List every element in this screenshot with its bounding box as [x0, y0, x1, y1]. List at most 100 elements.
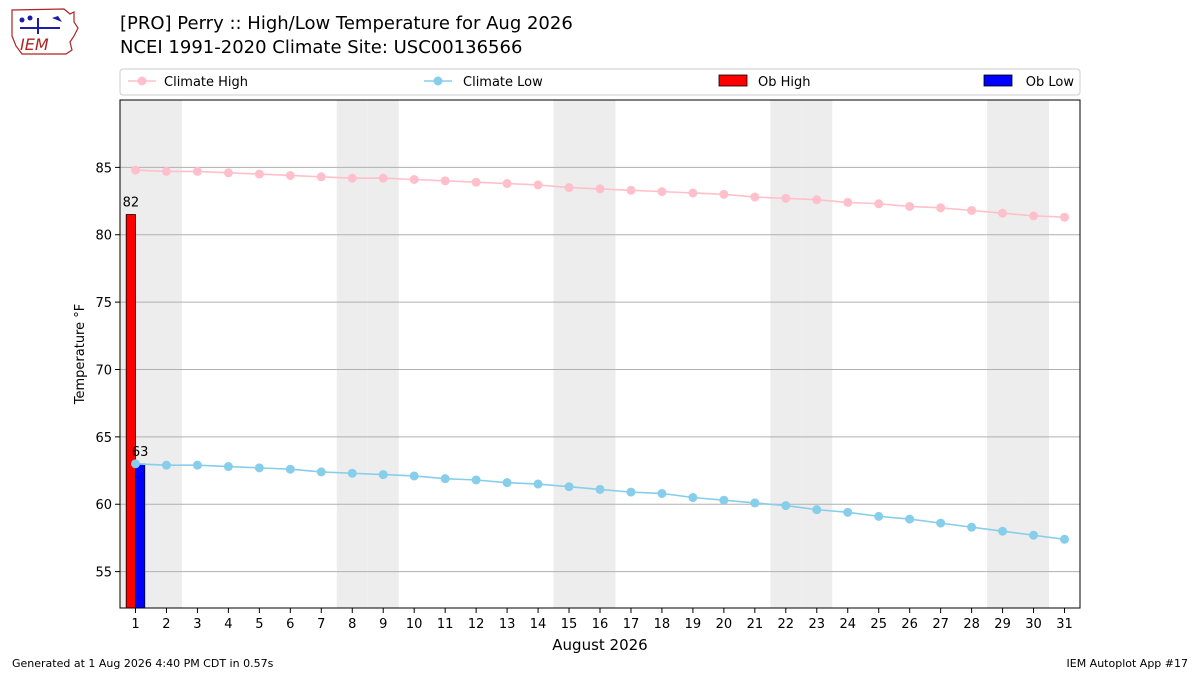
- climate-low-point: [378, 470, 388, 480]
- climate-low-point: [316, 467, 326, 477]
- legend-ob-high-swatch-icon: [718, 74, 748, 87]
- climate-high-point: [998, 208, 1008, 218]
- y-tick-label: 80: [95, 229, 112, 244]
- legend-climate-high-marker-icon: [137, 76, 147, 86]
- x-axis-label: August 2026: [552, 636, 647, 654]
- climate-low-point: [719, 495, 729, 505]
- climate-high-point: [409, 175, 419, 185]
- climate-high-point: [967, 205, 977, 215]
- climate-high-point: [192, 166, 202, 176]
- climate-low-point: [626, 487, 636, 497]
- y-tick-label: 70: [95, 363, 112, 378]
- x-tick-label: 12: [468, 617, 485, 632]
- legend: Climate High Climate Low Ob High Ob Low: [119, 68, 1081, 96]
- climate-low-point: [471, 475, 481, 485]
- x-tick-label: 18: [654, 617, 671, 632]
- climate-low-point: [595, 484, 605, 494]
- climate-high-point: [347, 173, 357, 183]
- x-tick-label: 3: [193, 617, 201, 632]
- legend-climate-high-label: Climate High: [164, 75, 248, 90]
- climate-high-point: [688, 188, 698, 198]
- x-tick-label: 30: [1025, 617, 1042, 632]
- x-tick-label: 10: [406, 617, 423, 632]
- x-tick-label: 11: [437, 617, 454, 632]
- climate-low-point: [781, 501, 791, 511]
- weekend-band: [770, 100, 802, 608]
- climate-low-point: [223, 462, 233, 472]
- climate-high-point: [812, 195, 822, 205]
- climate-high-point: [564, 183, 574, 193]
- climate-high-point: [223, 168, 233, 178]
- legend-climate-low-label: Climate Low: [463, 75, 543, 90]
- x-tick-label: 7: [317, 617, 325, 632]
- climate-high-point: [378, 173, 388, 183]
- x-tick-label: 24: [839, 617, 856, 632]
- iem-logo: IEM: [8, 6, 82, 62]
- x-tick-label: 2: [162, 617, 170, 632]
- x-tick-label: 23: [809, 617, 826, 632]
- x-tick-label: 28: [963, 617, 980, 632]
- weekend-band: [987, 100, 1019, 608]
- legend-climate-low-marker-icon: [433, 76, 443, 86]
- x-tick-label: 31: [1056, 617, 1073, 632]
- weekend-band: [1018, 100, 1050, 608]
- logo-text: IEM: [20, 35, 49, 54]
- iem-logo-graphic: IEM: [11, 8, 79, 55]
- climate-low-point: [285, 464, 295, 474]
- climate-low-point: [936, 518, 946, 528]
- climate-low-point: [130, 459, 140, 469]
- x-tick-label: 17: [623, 617, 640, 632]
- y-tick-label: 55: [95, 566, 112, 581]
- x-tick-label: 20: [716, 617, 733, 632]
- app-identifier: IEM Autoplot App #17: [1066, 657, 1189, 670]
- x-tick-label: 9: [379, 617, 387, 632]
- weekend-band: [336, 100, 368, 608]
- legend-ob-low-label: Ob Low: [1026, 75, 1075, 90]
- climate-low-point: [688, 493, 698, 503]
- climate-high-point: [750, 192, 760, 202]
- climate-high-point: [533, 180, 543, 190]
- x-tick-label: 29: [994, 617, 1011, 632]
- x-tick-label: 19: [685, 617, 702, 632]
- climate-low-point: [254, 463, 264, 473]
- climate-high-point: [1060, 212, 1070, 222]
- weekend-band: [367, 100, 399, 608]
- climate-low-point: [657, 488, 667, 498]
- weekend-band: [553, 100, 585, 608]
- climate-high-point: [471, 177, 481, 187]
- x-tick-label: 25: [870, 617, 887, 632]
- x-tick-label: 8: [348, 617, 356, 632]
- x-tick-label: 14: [530, 617, 547, 632]
- x-tick-label: 13: [499, 617, 516, 632]
- x-tick-label: 5: [255, 617, 263, 632]
- x-tick-label: 1: [131, 617, 139, 632]
- generated-timestamp: Generated at 1 Aug 2026 4:40 PM CDT in 0…: [12, 657, 274, 670]
- ob-low-value-label: 63: [132, 445, 149, 460]
- x-tick-label: 22: [778, 617, 795, 632]
- climate-high-point: [130, 165, 140, 175]
- weekend-band: [801, 100, 833, 608]
- climate-low-point: [192, 460, 202, 470]
- climate-low-point: [440, 474, 450, 484]
- climate-low-point: [843, 507, 853, 517]
- climate-high-point: [657, 187, 667, 197]
- x-tick-label: 21: [747, 617, 764, 632]
- x-tick-label: 4: [224, 617, 232, 632]
- climate-high-point: [440, 176, 450, 186]
- x-tick-label: 26: [901, 617, 918, 632]
- climate-low-point: [874, 511, 884, 521]
- climate-high-point: [936, 203, 946, 213]
- climate-low-point: [533, 479, 543, 489]
- climate-low-point: [161, 460, 171, 470]
- climate-low-point: [347, 468, 357, 478]
- climate-high-point: [161, 166, 171, 176]
- climate-high-point: [719, 189, 729, 199]
- climate-low-point: [812, 505, 822, 515]
- climate-low-point: [750, 498, 760, 508]
- y-axis-label: Temperature °F: [73, 304, 88, 405]
- climate-high-point: [1029, 211, 1039, 221]
- climate-low-point: [564, 482, 574, 492]
- climate-high-point: [905, 201, 915, 211]
- climate-low-point: [502, 478, 512, 488]
